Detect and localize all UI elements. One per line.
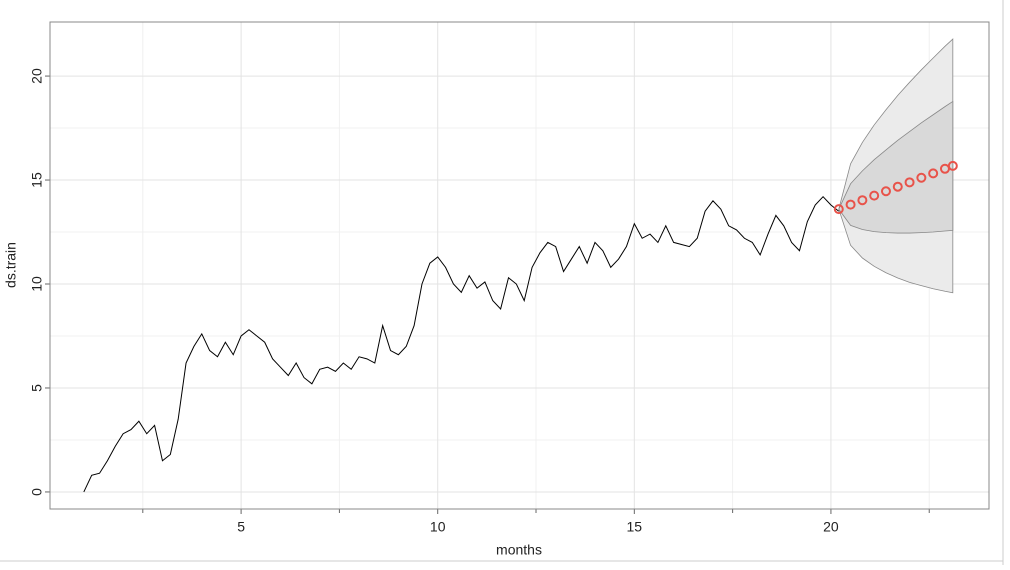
y-tick-label: 5: [29, 384, 45, 392]
forecast-point: [857, 195, 868, 206]
forecast-point: [947, 160, 958, 171]
x-axis-label: months: [496, 542, 542, 558]
plot-border: [49, 21, 990, 510]
forecast-point: [928, 168, 939, 179]
forecast-point: [869, 190, 880, 201]
series-line: [83, 195, 840, 493]
forecast-point: [904, 177, 915, 188]
y-tick-label: 0: [29, 488, 45, 496]
x-tick-label: 10: [430, 519, 446, 535]
forecast-point: [845, 199, 856, 210]
forecast-point: [833, 204, 844, 215]
y-axis-label: ds.train: [3, 242, 19, 288]
forecast-point: [892, 181, 903, 192]
y-tick-label: 15: [29, 172, 45, 188]
y-tick-label: 20: [29, 68, 45, 84]
y-tick-label: 10: [29, 276, 45, 292]
x-tick-label: 15: [627, 519, 643, 535]
x-tick-label: 20: [823, 519, 839, 535]
forecast-point: [916, 172, 927, 183]
forecast-point: [880, 186, 891, 197]
x-tick-label: 5: [237, 519, 245, 535]
